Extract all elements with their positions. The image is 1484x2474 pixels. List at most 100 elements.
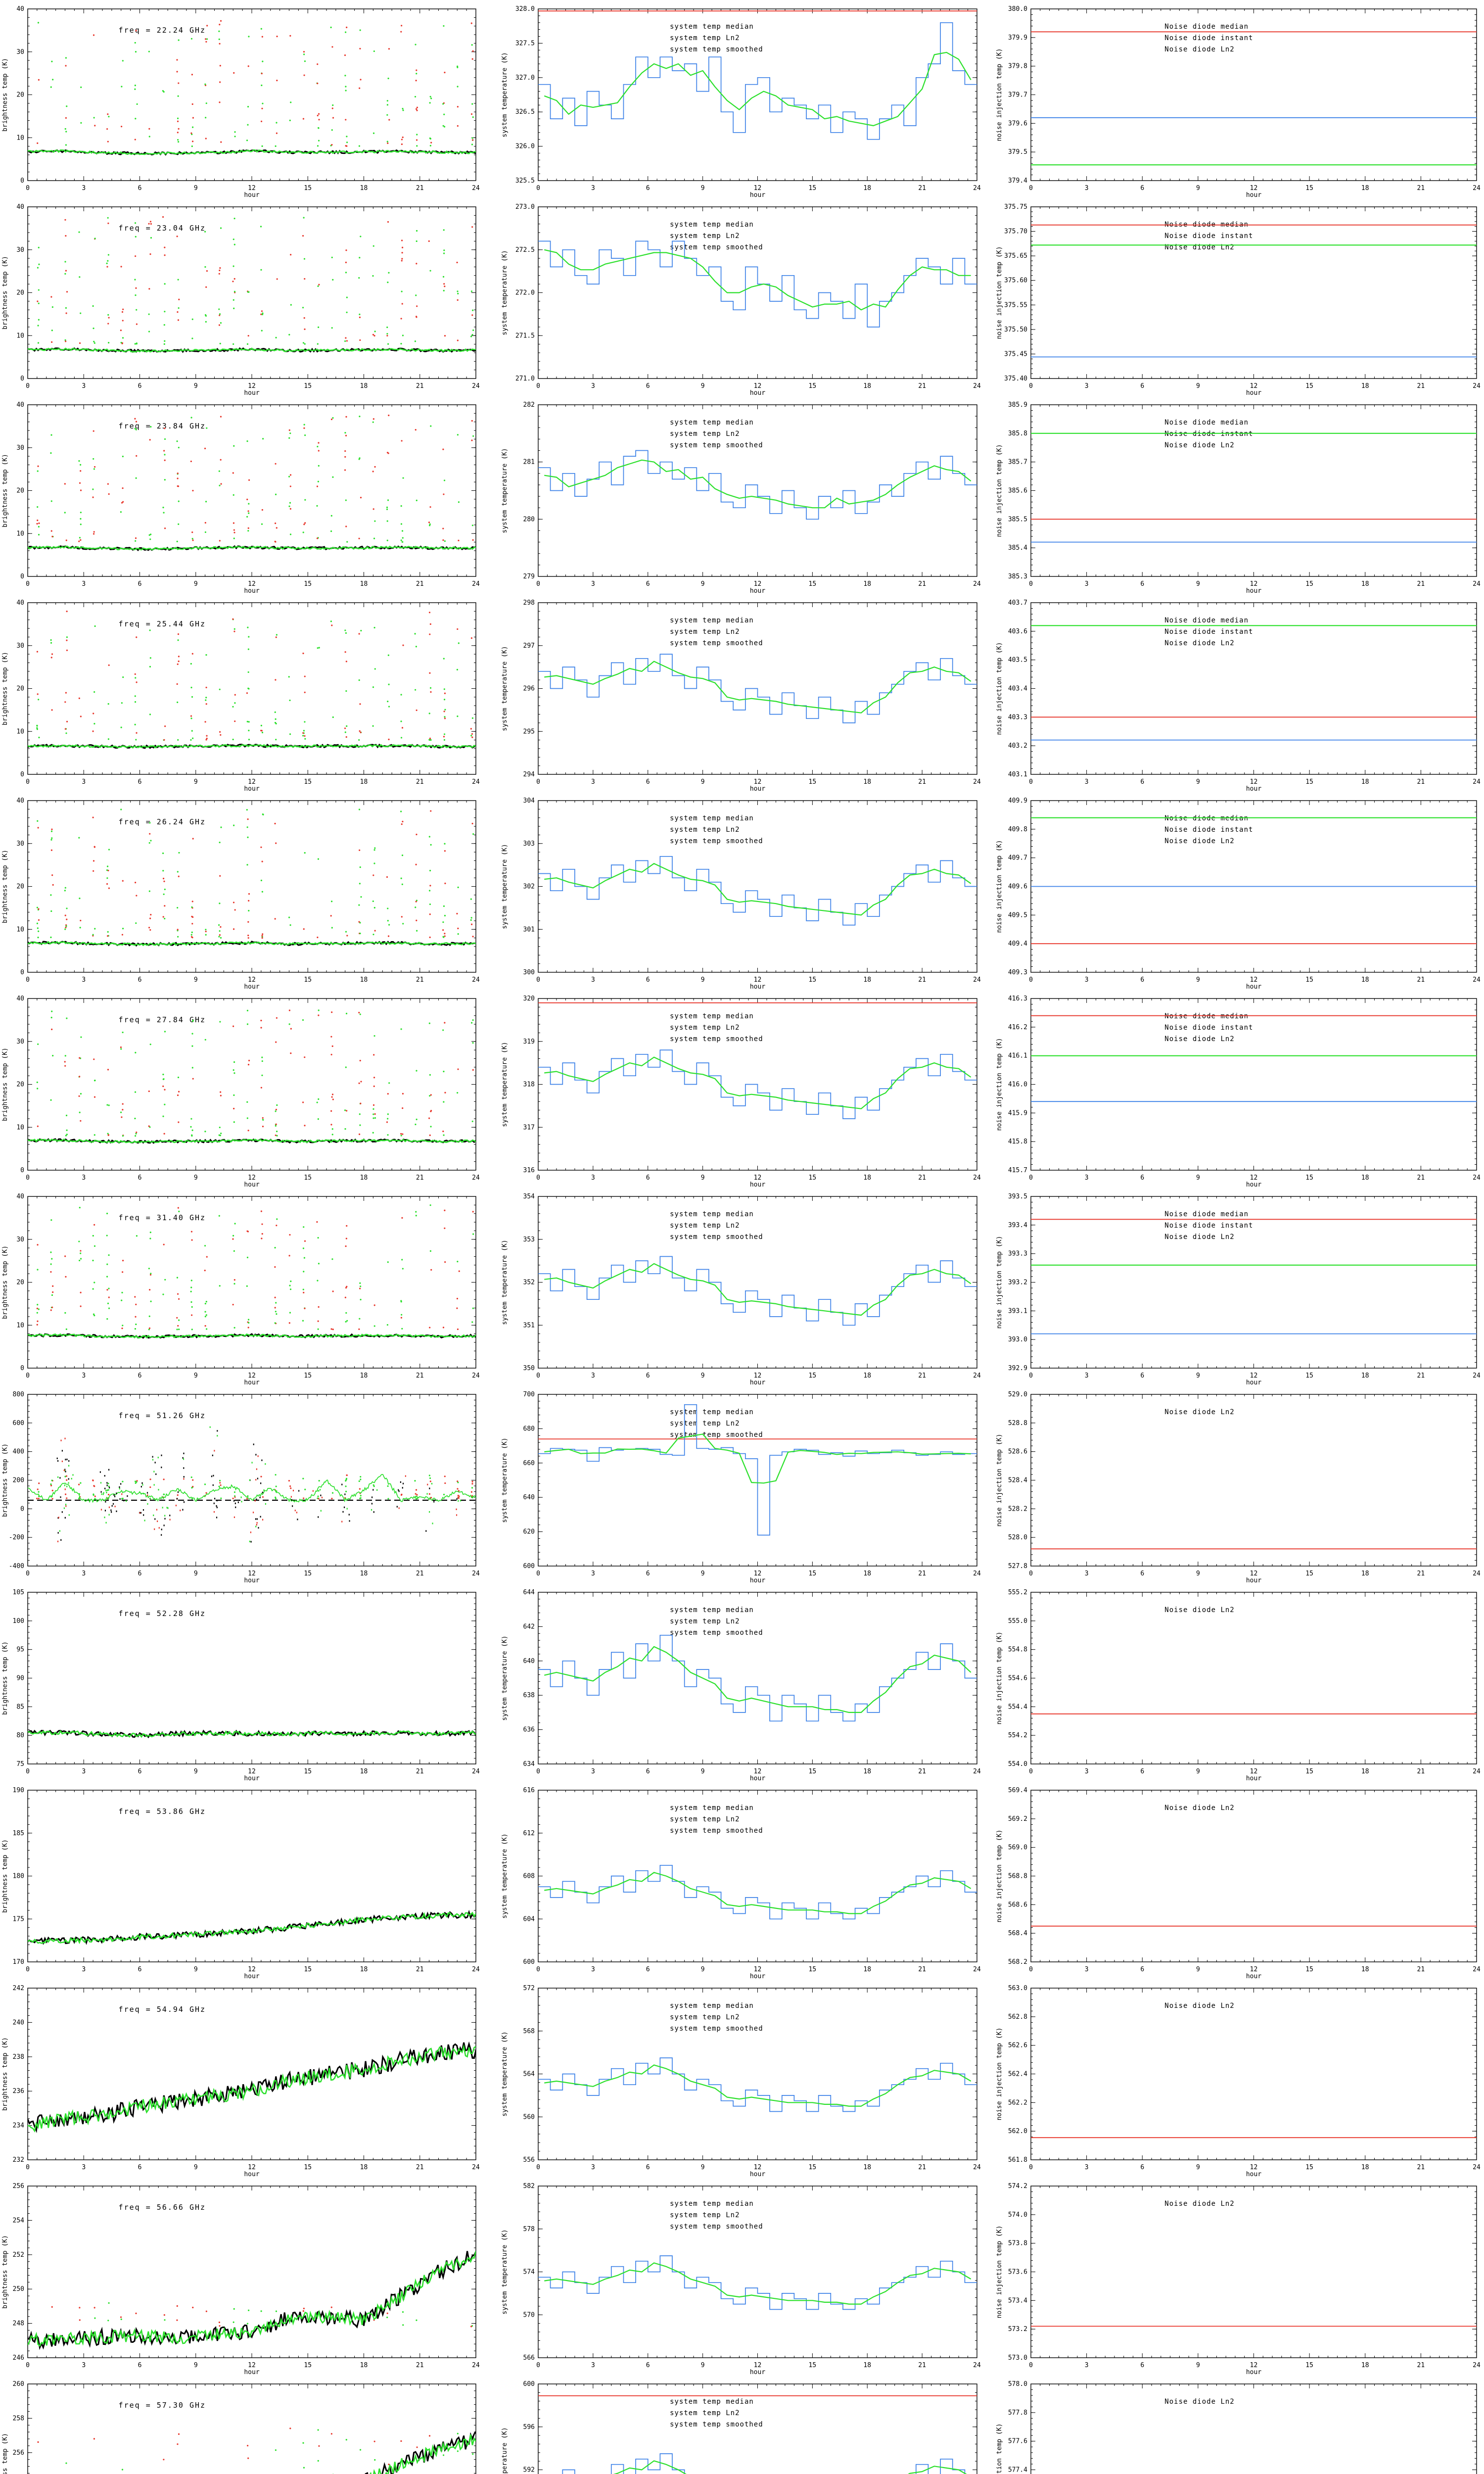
y-tick-label: 642 [523,1623,535,1630]
right-panel-row-5: 0 3 6 9 12 15 18 21 24 hour 409.3 409.4 409.5 409.6 40… [989,792,1484,990]
legend-red: system temp Ln2 [670,2409,740,2417]
x-tick-label: 21 [416,1372,424,1380]
x-tick-label: 21 [918,1966,926,1973]
x-tick-label: 0 [536,1768,540,1775]
x-tick-label: 18 [863,185,871,192]
y-tick-label: 297 [523,642,535,650]
y-tick-label: 604 [523,1915,535,1923]
legend-green: system temp smoothed [670,1431,763,1439]
y-tick-label: 0 [20,771,24,778]
y-tick-label: 393.5 [1008,1193,1027,1200]
x-tick-label: 3 [82,1768,86,1775]
x-tick-label: 6 [646,1372,650,1380]
x-axis-label: hour [244,389,259,396]
x-tick-label: 3 [1085,2362,1089,2369]
left-plot-row-13: 03691215182124hour250252254256258260brig… [1,2380,476,2474]
x-tick-label: 24 [973,2164,981,2171]
x-tick-label: 18 [863,1966,871,1973]
x-tick-label: 6 [138,1768,142,1775]
x-tick-label: 6 [1140,2362,1144,2369]
x-tick-label: 6 [138,976,142,984]
right-plot-row-7: 0 3 6 9 12 15 18 21 24 hour 392.9 393.0 393.1 393.2 39… [996,1193,1481,1385]
y-tick-label: -200 [9,1534,24,1541]
x-tick-label: 0 [536,382,540,390]
y-tick-label: 415.9 [1008,1109,1027,1117]
mid-plot-row-13: 03691215182124hour584588592596600system … [501,2380,977,2474]
y-tick-label: 562.6 [1008,2042,1027,2049]
left-panel-row-13: 03691215182124hour250252254256258260brig… [0,2375,495,2474]
x-axis-label: hour [244,2171,259,2177]
x-tick-label: 24 [973,1570,981,1577]
x-tick-label: 9 [1196,1372,1200,1380]
mid-plot-row-3: 0 3 6 9 12 15 18 21 24 hour 279 280 281 282 system tem… [501,401,981,594]
y-tick-label: 573.0 [1008,2354,1027,2362]
y-tick-label: 10 [16,1124,24,1131]
x-axis-label: hour [750,983,765,990]
left-panel-row-2: 0 3 6 9 12 15 18 21 24 hour 0 10 20 30 40 brightness te… [0,198,495,396]
x-tick-label: 6 [138,1966,142,1973]
left-panel-row-6: 0 3 6 9 12 15 18 21 24 hour 0 10 20 30 40 brightness te… [0,990,495,1188]
legend-blue: system temp median [670,2398,754,2406]
y-tick-label: 75 [16,1760,24,1768]
x-axis-label: hour [750,785,765,792]
x-tick-label: 6 [646,1768,650,1775]
x-tick-label: 12 [1250,778,1258,786]
x-tick-label: 15 [809,1372,817,1380]
legend-red: Noise diode Ln2 [1164,2398,1234,2406]
y-tick-label: 240 [13,2019,24,2026]
y-axis-label: system temperature (K) [501,2031,509,2116]
x-tick-label: 21 [918,1768,926,1775]
x-tick-label: 9 [194,185,198,192]
x-tick-label: 24 [973,976,981,984]
y-tick-label: 554.2 [1008,1732,1027,1739]
x-tick-label: 18 [863,1768,871,1775]
y-tick-label: 379.7 [1008,92,1027,99]
left-plot-row-12: 0 3 6 9 12 15 18 21 24 hour 246 248 250 252 254 256 brig… [1,2183,480,2375]
x-tick-label: 0 [536,1570,540,1577]
right-plot-row-6: 0 3 6 9 12 15 18 21 24 hour 415.7 415.8 415.9 416.0 41… [996,995,1481,1188]
x-tick-label: 9 [1196,382,1200,390]
x-tick-label: 18 [360,382,368,390]
left-plot-row-8: 0 3 6 9 12 15 18 21 24 hour -400 -200 0 200 400 600 800 b… [1,1391,480,1583]
x-tick-label: 24 [1473,185,1481,192]
y-tick-label: 393.0 [1008,1336,1027,1343]
y-tick-label: 232 [13,2156,24,2164]
x-tick-label: 12 [248,1570,256,1577]
x-tick-label: 3 [82,1570,86,1577]
y-tick-label: 574.2 [1008,2183,1027,2190]
x-tick-label: 15 [809,2362,817,2369]
y-tick-label: 561.8 [1008,2156,1027,2164]
y-tick-label: 409.9 [1008,797,1027,805]
panel-title: freq = 54.94 GHz [119,2005,206,2014]
y-tick-label: 40 [16,797,24,805]
x-tick-label: 24 [1473,382,1481,390]
x-tick-label: 12 [248,778,256,786]
y-tick-label: 185 [13,1830,24,1837]
legend-green: system temp smoothed [670,2421,763,2428]
x-tick-label: 24 [1473,1174,1481,1182]
y-tick-label: 573.8 [1008,2240,1027,2247]
y-tick-label: 294 [523,771,535,778]
y-axis-label: brightness temp (K) [1,256,9,330]
y-tick-label: 170 [13,1958,24,1966]
x-tick-label: 24 [1473,580,1481,588]
y-tick-label: 0 [20,969,24,976]
y-tick-label: 40 [16,1193,24,1200]
x-tick-label: 15 [809,1174,817,1182]
x-tick-label: 18 [863,1174,871,1182]
x-tick-label: 24 [973,778,981,786]
y-tick-label: 577.8 [1008,2409,1027,2417]
y-tick-label: 393.4 [1008,1222,1027,1229]
mid-panel-row-9: 0 3 6 9 12 15 18 21 24 hour 634 636 638 640 642 644 syst… [495,1583,989,1781]
x-tick-label: 3 [82,976,86,984]
x-tick-label: 9 [1196,580,1200,588]
y-axis-label: brightness temp (K) [1,1443,9,1517]
y-tick-label: 385.6 [1008,487,1027,495]
x-tick-label: 15 [1305,2164,1313,2171]
y-tick-label: 0 [20,1505,24,1513]
x-tick-label: 24 [973,382,981,390]
y-tick-label: 403.1 [1008,771,1027,778]
y-axis-label: noise injection temp (K) [996,246,1003,339]
x-tick-label: 3 [1085,382,1089,390]
x-tick-label: 21 [1417,2164,1425,2171]
